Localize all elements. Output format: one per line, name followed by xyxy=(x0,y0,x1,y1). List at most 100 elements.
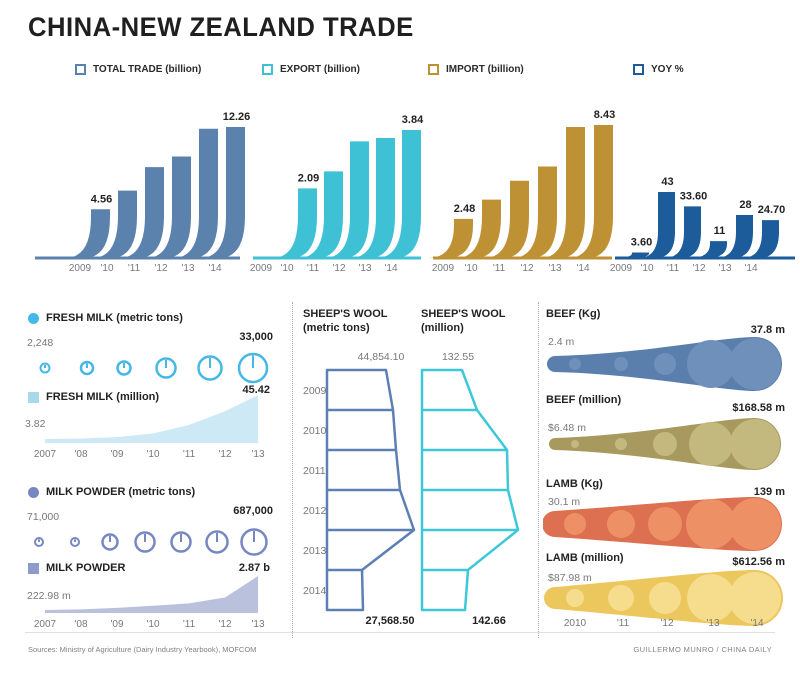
beef_million-bubble xyxy=(653,432,677,456)
lamb_million-bubble xyxy=(566,589,584,607)
beef_million-bubble xyxy=(615,438,627,450)
bar-value-label: 4.56 xyxy=(91,193,112,205)
year-label: '11 xyxy=(307,263,320,274)
bar-value-label: 2.09 xyxy=(298,172,319,184)
circle-icon xyxy=(28,486,39,498)
year-label: '12 xyxy=(218,449,231,460)
end-value-label: 33,000 xyxy=(239,331,273,343)
beef_million-bubble xyxy=(689,422,733,466)
fresh_milk_million-area xyxy=(45,395,258,443)
bar-value-label: 43 xyxy=(661,176,673,188)
lamb_million-bubble xyxy=(608,585,634,611)
year-label: '13 xyxy=(718,263,731,274)
total_trade-bar xyxy=(65,209,110,258)
section-title: SHEEP'S WOOL xyxy=(421,308,506,320)
year-label: 2011 xyxy=(303,465,326,477)
year-label: 2013 xyxy=(303,545,327,557)
export-bar xyxy=(272,188,317,258)
bar-value-label: 3.60 xyxy=(631,236,652,248)
legend-item-import: IMPORT (billion) xyxy=(428,64,524,75)
section-title: MILK POWDER (metric tons) xyxy=(46,486,196,498)
total_trade-bar xyxy=(200,127,245,258)
milk-powder-tons-chart: 71,000 687,000 xyxy=(27,505,273,556)
square-icon xyxy=(28,562,39,574)
wool-funnel-charts: 44,854.10 27,568.50 2009 2010 2011 2012 2013 20… xyxy=(303,351,520,627)
start-value-label: 30.1 m xyxy=(548,496,581,508)
year-label: '13 xyxy=(251,449,264,460)
legend-item-export: EXPORT (billion) xyxy=(262,64,360,75)
bottom-value-label: 142.66 xyxy=(472,615,506,627)
fresh-milk-million-header: FRESH MILK (million) xyxy=(28,391,159,403)
bar-value-label: 8.43 xyxy=(594,109,615,121)
clock-icon xyxy=(205,530,229,554)
lamb_million-chart xyxy=(544,570,783,626)
year-label: '13 xyxy=(358,263,371,274)
beef_million-bubble xyxy=(571,440,579,448)
section-title: FRESH MILK (million) xyxy=(46,391,160,403)
yoy-bar xyxy=(664,206,701,258)
year-label: 2007 xyxy=(34,619,57,630)
year-label: 2009 xyxy=(250,263,273,274)
section-subtitle: (million) xyxy=(421,321,464,334)
year-label: 2009 xyxy=(610,263,633,274)
lamb_kg-chart xyxy=(543,497,782,551)
clock-icon xyxy=(79,360,95,376)
bar-value-label: 33.60 xyxy=(680,190,708,202)
page-title: CHINA-NEW ZEALAND TRADE xyxy=(28,12,414,42)
clock-icon xyxy=(34,537,44,547)
import-bar xyxy=(512,166,557,258)
total_trade-bar xyxy=(146,156,191,258)
export-bar xyxy=(324,141,369,258)
yoy-bar xyxy=(742,220,779,258)
fresh-milk-million-chart: 3.82 45.42 2007 '08 '09 '10 '11 '12 '13 xyxy=(25,385,270,460)
beef_million-chart xyxy=(549,418,781,470)
year-label: '12 xyxy=(154,263,167,274)
wool-tons-header: SHEEP'S WOOL (metric tons) xyxy=(303,308,388,336)
year-label: '12 xyxy=(218,619,231,630)
clock-icon xyxy=(155,357,177,379)
section-title: MILK POWDER xyxy=(46,562,126,574)
clock-icon xyxy=(237,352,269,384)
yoy-swatch-icon xyxy=(633,64,644,75)
top-value-label: 44,854.10 xyxy=(358,351,405,363)
year-label: '11 xyxy=(667,263,680,274)
end-value-label: 37.8 m xyxy=(750,324,785,336)
total-trade-swatch-icon xyxy=(75,64,86,75)
year-label: '13 xyxy=(548,263,561,274)
circle-icon xyxy=(28,312,39,324)
import-bar xyxy=(568,125,613,258)
start-value-label: $87.98 m xyxy=(548,572,592,584)
year-label: 2009 xyxy=(303,385,327,397)
end-value-label: $168.58 m xyxy=(732,402,785,414)
lamb_kg-row: LAMB (Kg) 30.1 m 139 m xyxy=(543,474,799,558)
bar-value-label: 28 xyxy=(739,199,751,211)
wool_tons-outline xyxy=(325,368,416,612)
section-title: BEEF (million) xyxy=(546,394,622,406)
clock-icon xyxy=(70,537,80,547)
year-label: 2007 xyxy=(34,449,57,460)
year-label: '14 xyxy=(750,618,764,629)
lamb_kg-bubble xyxy=(607,510,635,538)
year-label: '11 xyxy=(128,263,141,274)
year-label: 2010 xyxy=(303,425,327,437)
wool_million-outline xyxy=(420,368,520,612)
year-label: '08 xyxy=(74,619,87,630)
square-icon xyxy=(28,391,39,403)
top-value-label: 132.55 xyxy=(442,351,474,363)
footer-divider xyxy=(25,632,775,633)
source-note: Sources: Ministry of Agriculture (Dairy … xyxy=(28,645,257,654)
lamb_million-row: LAMB (million) $87.98 m $612.56 m xyxy=(543,548,799,632)
section-subtitle: (metric tons) xyxy=(303,321,370,334)
year-label: '10 xyxy=(280,263,293,274)
start-value-label: 3.82 xyxy=(25,418,46,430)
beef_million-bubble xyxy=(730,419,780,469)
end-value-label: 2.87 b xyxy=(239,562,270,574)
import-bar xyxy=(540,127,585,258)
beef_kg-bubble xyxy=(654,353,676,375)
section-title: LAMB (million) xyxy=(546,552,624,564)
year-label: '12 xyxy=(332,263,345,274)
import-bar xyxy=(428,218,473,258)
import-bar xyxy=(484,180,529,258)
end-value-label: 139 m xyxy=(753,486,785,498)
